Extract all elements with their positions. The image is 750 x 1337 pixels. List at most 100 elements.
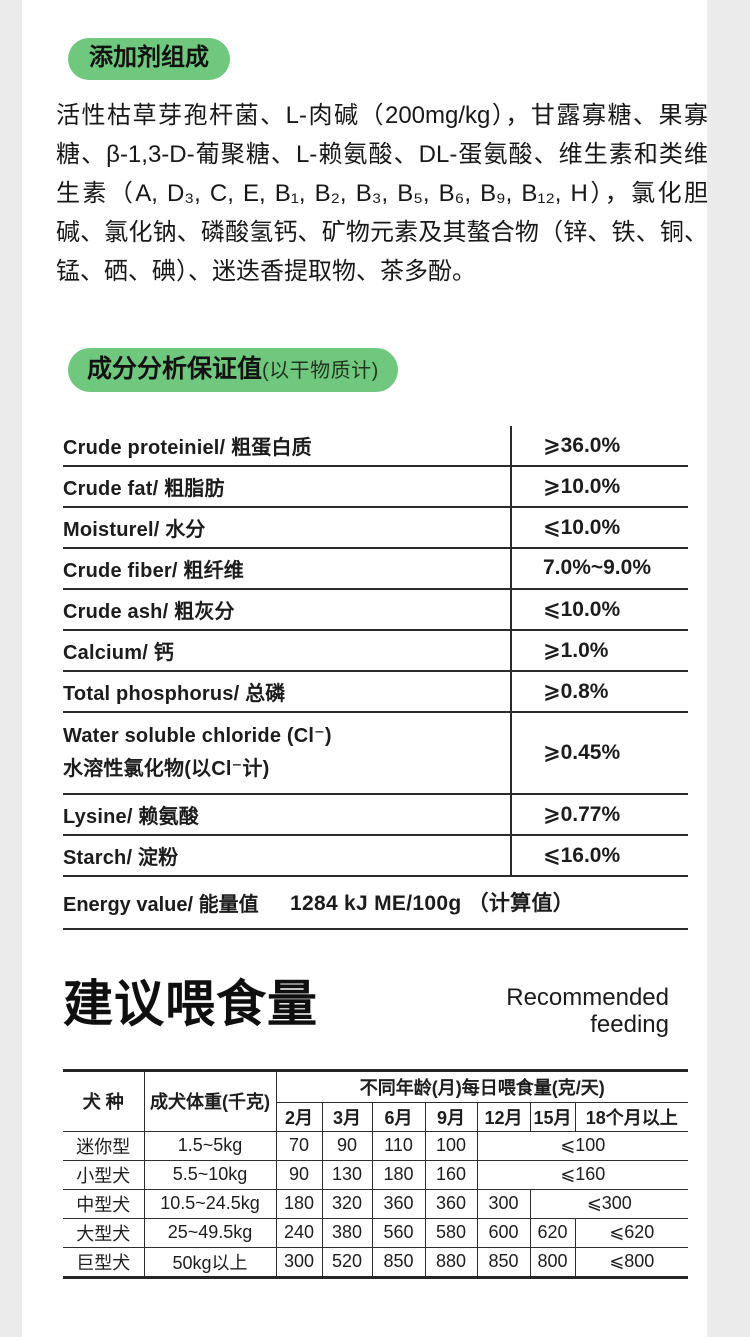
feeding-title-en-line2: feeding — [590, 1010, 669, 1038]
feeding-cell: 240 — [275, 1217, 323, 1248]
analysis-badge-title: 成分分析保证值 — [87, 354, 263, 383]
feeding-cell-breed: 小型犬 — [63, 1159, 145, 1190]
feeding-header-month: 15月 — [529, 1101, 576, 1132]
analysis-row-energy: Energy value/ 能量值 1284 kJ ME/100g （计算值） — [63, 877, 688, 930]
feeding-header-month: 9月 — [424, 1101, 478, 1132]
feeding-cell: 90 — [275, 1159, 323, 1190]
feeding-cell: 300 — [476, 1188, 531, 1219]
feeding-cell: 110 — [371, 1130, 426, 1161]
feeding-header-month: 6月 — [371, 1101, 426, 1132]
analysis-row-label: Calcium/ 钙 — [63, 641, 174, 664]
analysis-row-crude-protein: Crude proteiniel/ 粗蛋白质 ⩾36.0% — [63, 425, 688, 467]
analysis-row-value: ⩾0.8% — [510, 671, 688, 711]
feeding-cell-breed: 迷你型 — [63, 1130, 145, 1161]
feeding-row-large: 大型犬 25~49.5kg 240 380 560 580 600 620 ⩽6… — [63, 1217, 688, 1248]
analysis-badge-note: (以干物质计) — [262, 359, 379, 382]
analysis-row-crude-fat: Crude fat/ 粗脂肪 ⩾10.0% — [63, 466, 688, 508]
analysis-row-value: ⩾0.45% — [510, 712, 688, 793]
energy-label: Energy value/ 能量值 — [63, 893, 259, 916]
feeding-cell-weight: 50kg以上 — [143, 1246, 277, 1278]
feeding-header-span: 不同年龄(月)每日喂食量(克/天) — [275, 1069, 688, 1103]
analysis-row-label: Total phosphorus/ 总磷 — [63, 682, 286, 705]
analysis-row-value: ⩽16.0% — [510, 835, 688, 875]
analysis-row-label: Crude fiber/ 粗纤维 — [63, 559, 244, 582]
feeding-cell-merged: ⩽100 — [476, 1130, 688, 1161]
feeding-cell: 380 — [321, 1217, 373, 1248]
feeding-cell-weight: 1.5~5kg — [143, 1130, 277, 1161]
feeding-section-header: 建议喂食量 Recommended feeding — [63, 976, 669, 1039]
analysis-row-moisture: Moisturel/ 水分 ⩽10.0% — [63, 507, 688, 549]
feeding-cell: 360 — [371, 1188, 426, 1219]
analysis-row-lysine: Lysine/ 赖氨酸 ⩾0.77% — [63, 794, 688, 836]
analysis-row-label: Crude proteiniel/ 粗蛋白质 — [63, 436, 312, 459]
feeding-cell: 90 — [321, 1130, 373, 1161]
additives-section-badge: 添加剂组成 — [68, 38, 230, 80]
analysis-row-crude-fiber: Crude fiber/ 粗纤维 7.0%~9.0% — [63, 548, 688, 590]
feeding-cell: 850 — [476, 1246, 531, 1278]
feeding-cell: 360 — [424, 1188, 478, 1219]
analysis-row-value: ⩾0.77% — [510, 794, 688, 834]
feeding-cell: 70 — [275, 1130, 323, 1161]
analysis-table: Crude proteiniel/ 粗蛋白质 ⩾36.0% Crude fat/… — [63, 425, 688, 930]
analysis-chloride-label-cn: 水溶性氯化物(以Cl⁻计) — [63, 757, 270, 780]
analysis-row-starch: Starch/ 淀粉 ⩽16.0% — [63, 835, 688, 877]
feeding-header-weight: 成犬体重(千克) — [143, 1069, 277, 1132]
feeding-cell: 600 — [476, 1217, 531, 1248]
feeding-cell: ⩽620 — [574, 1217, 688, 1248]
analysis-row-label: Water soluble chloride (Cl⁻) 水溶性氯化物(以Cl⁻… — [63, 713, 510, 793]
analysis-row-phosphorus: Total phosphorus/ 总磷 ⩾0.8% — [63, 671, 688, 713]
feeding-header-row-1: 犬 种 成犬体重(千克) 不同年龄(月)每日喂食量(克/天) — [63, 1069, 688, 1132]
feeding-cell: 520 — [321, 1246, 373, 1278]
analysis-row-label: Crude ash/ 粗灰分 — [63, 600, 235, 623]
feeding-cell-merged: ⩽300 — [529, 1188, 688, 1219]
analysis-row-crude-ash: Crude ash/ 粗灰分 ⩽10.0% — [63, 589, 688, 631]
analysis-row-calcium: Calcium/ 钙 ⩾1.0% — [63, 630, 688, 672]
feeding-cell: 180 — [275, 1188, 323, 1219]
energy-value: 1284 kJ ME/100g （计算值） — [290, 892, 575, 916]
feeding-cell-weight: 10.5~24.5kg — [143, 1188, 277, 1219]
feeding-cell-breed: 大型犬 — [63, 1217, 145, 1248]
feeding-row-giant: 巨型犬 50kg以上 300 520 850 880 850 800 ⩽800 — [63, 1246, 688, 1278]
feeding-header-month: 12月 — [476, 1101, 531, 1132]
feeding-cell: 100 — [424, 1130, 478, 1161]
feeding-cell-breed: 巨型犬 — [63, 1246, 145, 1278]
feeding-cell: 160 — [424, 1159, 478, 1190]
analysis-section-badge: 成分分析保证值(以干物质计) — [68, 347, 398, 392]
feeding-title-cn: 建议喂食量 — [63, 975, 318, 1032]
analysis-row-chloride: Water soluble chloride (Cl⁻) 水溶性氯化物(以Cl⁻… — [63, 712, 688, 795]
feeding-row-small: 小型犬 5.5~10kg 90 130 180 160 ⩽160 — [63, 1159, 688, 1190]
feeding-cell: 300 — [275, 1246, 323, 1278]
analysis-row-value: ⩽10.0% — [510, 589, 688, 629]
analysis-row-label: Starch/ 淀粉 — [63, 846, 179, 869]
analysis-row-label: Lysine/ 赖氨酸 — [63, 805, 199, 828]
analysis-chloride-label-en: Water soluble chloride (Cl⁻) — [63, 724, 332, 747]
feeding-cell: 560 — [371, 1217, 426, 1248]
analysis-row-value: ⩾10.0% — [510, 466, 688, 506]
analysis-row-value: ⩽10.0% — [510, 507, 688, 547]
analysis-row-value: ⩾1.0% — [510, 630, 688, 670]
feeding-cell-weight: 5.5~10kg — [143, 1159, 277, 1190]
feeding-cell: 880 — [424, 1246, 478, 1278]
feeding-cell-weight: 25~49.5kg — [143, 1217, 277, 1248]
feeding-cell-breed: 中型犬 — [63, 1188, 145, 1219]
feeding-row-mini: 迷你型 1.5~5kg 70 90 110 100 ⩽100 — [63, 1130, 688, 1161]
feeding-header-month: 2月 — [276, 1101, 323, 1132]
analysis-row-value: ⩾36.0% — [510, 425, 688, 465]
feeding-cell: 130 — [321, 1159, 373, 1190]
feeding-header-breed: 犬 种 — [63, 1069, 145, 1132]
feeding-cell: 800 — [529, 1246, 576, 1278]
feeding-title-en-line1: Recommended — [506, 983, 669, 1011]
analysis-row-label: Moisturel/ 水分 — [63, 518, 206, 541]
feeding-cell: 180 — [371, 1159, 426, 1190]
additives-paragraph: 活性枯草芽孢杆菌、L-肉碱（200mg/kg），甘露寡糖、果寡糖、β-1,3-D… — [56, 101, 708, 285]
feeding-row-medium: 中型犬 10.5~24.5kg 180 320 360 360 300 ⩽300 — [63, 1188, 688, 1219]
feeding-cell: 580 — [424, 1217, 478, 1248]
feeding-header-month: 3月 — [321, 1101, 373, 1132]
analysis-row-label: Crude fat/ 粗脂肪 — [63, 477, 225, 500]
feeding-header-month: 18个月以上 — [574, 1101, 688, 1132]
feeding-cell: 620 — [529, 1217, 576, 1248]
product-detail-card: 添加剂组成 活性枯草芽孢杆菌、L-肉碱（200mg/kg），甘露寡糖、果寡糖、β… — [22, 0, 708, 1337]
analysis-row-value: 7.0%~9.0% — [510, 548, 688, 588]
feeding-table: 犬 种 成犬体重(千克) 不同年龄(月)每日喂食量(克/天) 2月 3月 6月 … — [63, 1068, 688, 1279]
feeding-cell: 850 — [371, 1246, 426, 1278]
